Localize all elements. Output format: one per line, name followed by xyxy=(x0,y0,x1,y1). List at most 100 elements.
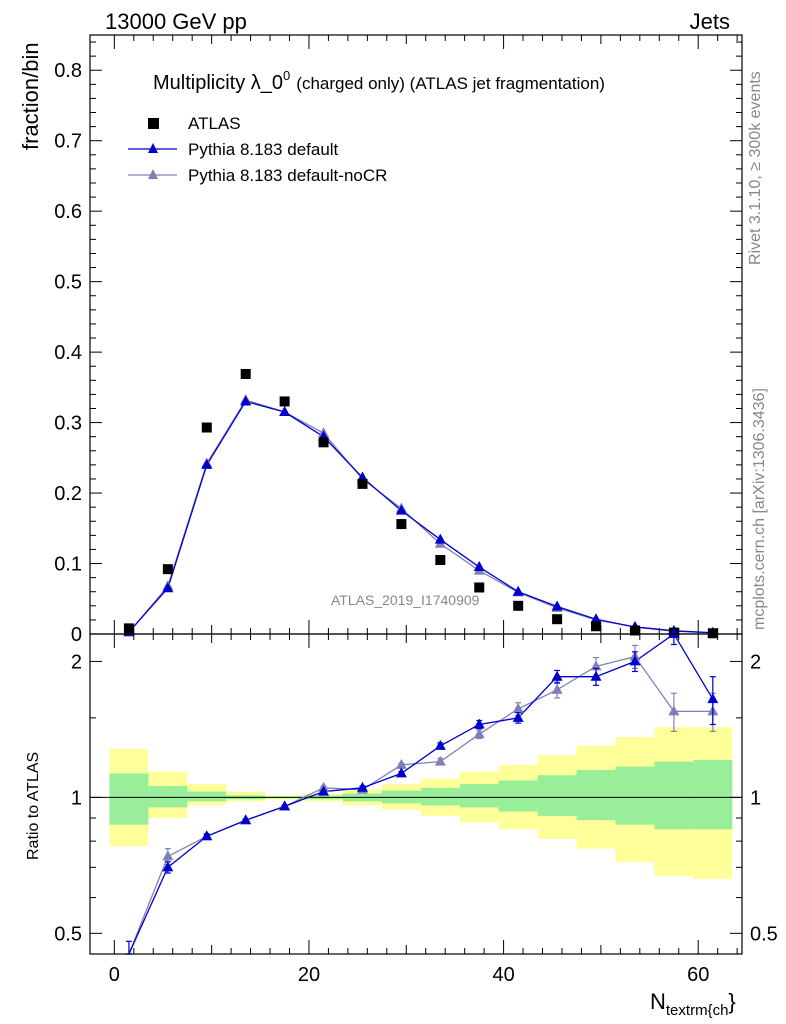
ratio-1-point xyxy=(590,670,602,681)
atlas-data-point xyxy=(707,628,718,639)
ratio-1-point xyxy=(279,800,291,811)
ratio-1-point xyxy=(395,767,407,778)
ratio-1-point xyxy=(707,693,719,704)
ratio-tick-label-right: 2 xyxy=(750,651,761,673)
mcplots-label: mcplots.cern.ch [arXiv:1306.3436] xyxy=(751,388,768,630)
atlas-data-point xyxy=(396,519,407,530)
atlas-data-point xyxy=(591,621,602,632)
x-axis-label-main: N xyxy=(650,989,666,1014)
ratio-1-point xyxy=(668,628,680,638)
y-tick-label: 0.4 xyxy=(54,342,82,364)
y-tick-label: 0.7 xyxy=(54,131,82,153)
ratio-2-point xyxy=(434,755,446,766)
series-1-point xyxy=(434,533,446,544)
series-line-1 xyxy=(128,400,713,634)
atlas-data-point xyxy=(513,600,524,611)
ratio-1-point xyxy=(551,670,563,681)
y-axis-label: fraction/bin xyxy=(18,42,43,150)
series-1-point xyxy=(279,406,291,417)
chart-title: Multiplicity λ_00 (charged only) (ATLAS j… xyxy=(153,68,605,94)
series-1-point xyxy=(512,585,524,596)
atlas-data-point xyxy=(240,368,251,379)
energy-label: 13000 GeV pp xyxy=(105,9,247,34)
ratio-1-point xyxy=(512,711,524,722)
inner-band-bin xyxy=(498,780,538,812)
analysis-watermark: ATLAS_2019_I1740909 xyxy=(331,592,480,608)
y-tick-label: 0.1 xyxy=(54,554,82,576)
ratio-2-point xyxy=(512,702,524,713)
chart-title-rest: (charged only) (ATLAS jet fragmentation) xyxy=(296,74,605,93)
series-1-point xyxy=(240,395,252,406)
rivet-label: Rivet 3.1.10, ≥ 300k events xyxy=(747,71,764,265)
ratio-series-markers xyxy=(125,628,719,955)
ratio-line-1 xyxy=(128,634,714,954)
atlas-data-point xyxy=(474,582,485,593)
atlas-data-point xyxy=(629,625,640,636)
y-tick-label: 0.5 xyxy=(54,272,82,294)
series-1-point xyxy=(551,600,563,611)
x-tick-label: 60 xyxy=(687,964,709,986)
x-axis-label: Ntextrm{ch} xyxy=(650,989,736,1019)
ratio-1-point xyxy=(201,830,213,841)
ratio-tick-label-left: 2 xyxy=(71,651,82,673)
ratio-tick-label-right: 0.5 xyxy=(750,923,778,945)
inner-band-bin xyxy=(109,773,149,825)
inner-band-bin xyxy=(187,791,227,802)
legend-atlas-marker xyxy=(148,118,159,129)
legend-pythia-default-marker xyxy=(148,143,158,153)
series-1-point xyxy=(395,504,407,515)
series-1-point xyxy=(590,613,602,624)
legend: ATLAS Pythia 8.183 default Pythia 8.183 … xyxy=(128,114,387,185)
legend-atlas-label: ATLAS xyxy=(188,114,241,133)
ratio-y-axis-label: Ratio to ATLAS xyxy=(25,752,42,860)
chart-title-main: Multiplicity λ_0 xyxy=(153,72,283,94)
ratio-2-point xyxy=(395,758,407,769)
x-axis-label-tail: } xyxy=(728,989,735,1014)
atlas-data-point xyxy=(318,437,329,448)
ratio-tick-label-right: 1 xyxy=(750,787,761,809)
process-label: Jets xyxy=(690,9,730,34)
legend-pythia-nocr-marker xyxy=(148,169,158,179)
series-1-point xyxy=(162,582,174,593)
ratio-1-point xyxy=(356,781,368,792)
uncertainty-bands xyxy=(90,727,742,879)
inner-band-bin xyxy=(615,766,655,825)
ratio-2-point xyxy=(473,728,485,739)
inner-band-bin xyxy=(148,785,188,808)
atlas-data-point xyxy=(123,623,134,634)
y-tick-label: 0 xyxy=(71,624,82,646)
ratio-1-point xyxy=(162,861,174,872)
x-tick-label: 20 xyxy=(298,964,320,986)
ratio-1-point xyxy=(473,718,485,729)
x-tick-label: 0 xyxy=(109,964,120,986)
atlas-data-point xyxy=(435,555,446,566)
atlas-data-point xyxy=(552,614,563,625)
axes: 00.10.20.30.40.50.60.70.80 20 40 600.5 0.51 1… xyxy=(54,34,778,986)
x-axis-label-sub: textrm{ch xyxy=(666,1002,729,1019)
atlas-data-point xyxy=(201,422,212,433)
inner-band-bin xyxy=(654,761,694,830)
ratio-tick-label-left: 0.5 xyxy=(54,923,82,945)
ratio-1-point xyxy=(318,785,330,796)
y-tick-label: 0.3 xyxy=(54,413,82,435)
inner-band-bin xyxy=(459,784,499,808)
inner-band-bin xyxy=(537,775,577,816)
ratio-1-point xyxy=(629,655,641,666)
atlas-data-point xyxy=(279,396,290,407)
inner-band-bin xyxy=(420,787,460,806)
atlas-data-point xyxy=(357,478,368,489)
series-1-point xyxy=(473,561,485,572)
ratio-1-point xyxy=(240,814,252,825)
ratio-plot-frame xyxy=(89,633,743,955)
ratio-1-point xyxy=(434,739,446,750)
ratio-2-point xyxy=(668,705,680,716)
ratio-2-point xyxy=(551,683,563,694)
ratio-series-lines xyxy=(128,634,714,954)
y-tick-label: 0.8 xyxy=(54,60,82,82)
legend-pythia-default-label: Pythia 8.183 default xyxy=(188,140,339,159)
ratio-2-point xyxy=(162,850,174,861)
chart-title-sup: 0 xyxy=(283,68,290,83)
upper-series-lines xyxy=(128,399,713,634)
x-tick-label: 40 xyxy=(492,964,514,986)
